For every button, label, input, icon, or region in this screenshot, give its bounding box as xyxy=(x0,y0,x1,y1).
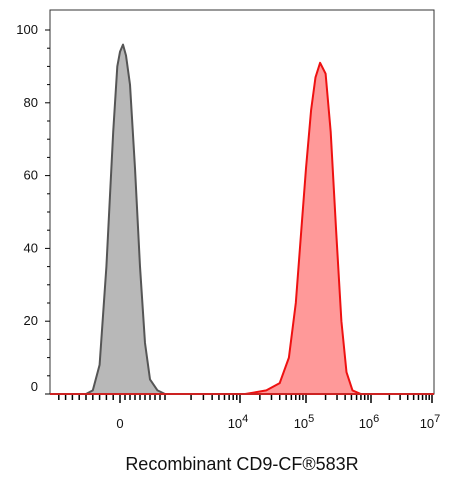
x-tick-exponent: 5 xyxy=(308,413,314,425)
x-tick-label: 106 xyxy=(359,413,380,431)
series-1-line xyxy=(245,61,362,395)
series-0-line xyxy=(85,43,166,395)
x-axis: 0 104 105 106 107 xyxy=(58,395,441,431)
x-tick-label: 104 xyxy=(228,413,249,431)
x-tick-label: 0 xyxy=(116,416,123,431)
y-tick-label: 20 xyxy=(24,313,38,328)
x-tick-exponent: 7 xyxy=(434,413,440,425)
x-tick-exponent: 4 xyxy=(242,413,248,425)
x-axis-label: Recombinant CD9-CF®583R xyxy=(125,454,358,474)
y-tick-label: 100 xyxy=(16,22,38,37)
y-tick-label: 0 xyxy=(31,379,38,394)
x-tick-exponent: 6 xyxy=(373,413,379,425)
y-axis: 0 20 40 60 80 100 xyxy=(16,22,50,395)
series-1-area xyxy=(245,62,361,395)
x-tick-label: 105 xyxy=(294,413,315,431)
x-tick-label: 107 xyxy=(420,413,441,431)
series-0-area xyxy=(86,44,165,394)
series-layer xyxy=(50,43,434,395)
y-tick-label: 40 xyxy=(24,240,38,255)
y-tick-label: 60 xyxy=(24,168,38,183)
y-tick-label: 80 xyxy=(24,95,38,110)
